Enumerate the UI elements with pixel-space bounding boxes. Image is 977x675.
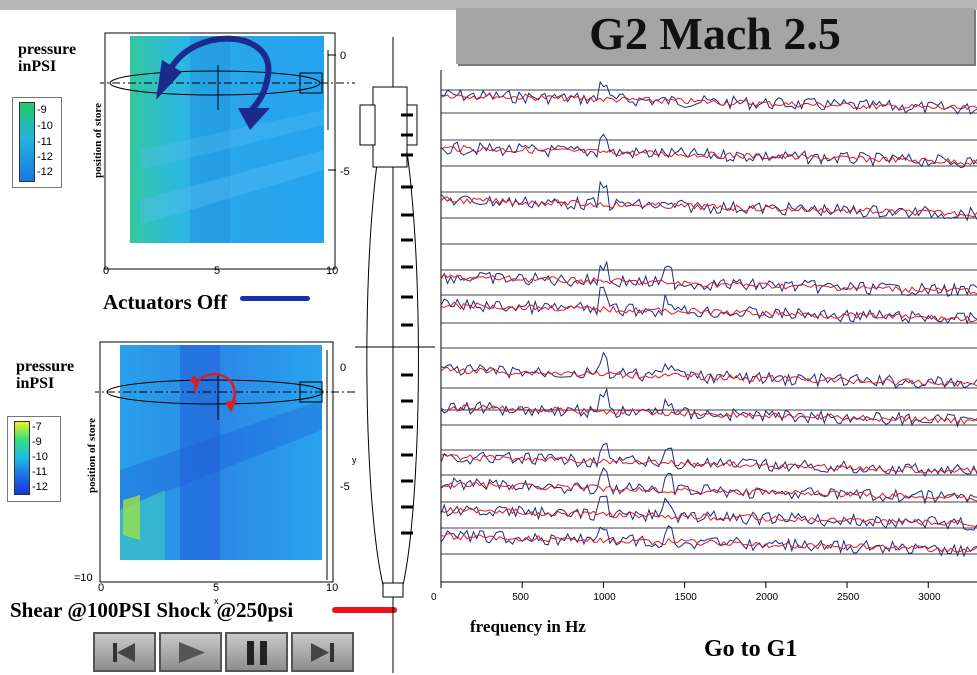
x-axis-label: frequency in Hz bbox=[470, 617, 586, 636]
rewind-icon bbox=[113, 643, 135, 662]
red-spectrum-trace bbox=[440, 196, 977, 218]
x-tick: 0 bbox=[103, 265, 110, 277]
y-tick: -5 bbox=[340, 481, 350, 493]
blue-spectrum-trace bbox=[440, 351, 977, 390]
blue-spectrum-trace bbox=[440, 260, 977, 297]
heatmap-hotspot bbox=[123, 495, 140, 540]
heatmap-streak bbox=[140, 110, 324, 170]
color-legend: -7 -9 -10 -11 -12 bbox=[7, 416, 61, 502]
pressure-label-line1: pressure bbox=[16, 358, 75, 375]
red-spectrum-trace bbox=[441, 453, 977, 474]
legend-tick: -12 bbox=[32, 481, 48, 493]
pressure-label-line1: pressure bbox=[18, 41, 77, 58]
color-legend: -9 -10 -11 -12 -12 bbox=[12, 97, 62, 188]
pressure-map-bottom bbox=[95, 341, 355, 583]
red-spectrum-trace bbox=[440, 506, 977, 528]
y-tick: 0 bbox=[340, 50, 347, 62]
legend-tick: -7 bbox=[32, 421, 42, 433]
legend-tick: -10 bbox=[37, 120, 53, 132]
x-tick: 5 bbox=[213, 582, 220, 594]
x-tick: 10 bbox=[326, 265, 339, 277]
blue-spectrum-trace bbox=[440, 387, 977, 428]
red-legend-line bbox=[332, 607, 397, 613]
blue-spectrum-trace bbox=[440, 286, 977, 325]
pause-button[interactable] bbox=[225, 632, 288, 672]
title-box bbox=[456, 8, 974, 64]
color-bar bbox=[14, 421, 30, 495]
go-to-g1-link[interactable]: Go to G1 bbox=[704, 636, 798, 662]
x-tick: 5 bbox=[214, 265, 221, 277]
pressure-label-line2: inPSI bbox=[18, 58, 57, 75]
arrow-head bbox=[156, 60, 182, 100]
x-tick: 10 bbox=[326, 582, 339, 594]
y-tick: 0 bbox=[340, 362, 347, 374]
axis-letter: x bbox=[214, 596, 219, 606]
arrow-head bbox=[238, 108, 270, 130]
red-spectrum-trace bbox=[440, 533, 977, 553]
pressure-label-line2: inPSI bbox=[16, 375, 55, 392]
rewind-button[interactable] bbox=[93, 632, 156, 672]
x-tick-label: 3000 bbox=[918, 592, 941, 603]
store-side-diagram bbox=[355, 37, 435, 673]
legend-tick: -11 bbox=[32, 466, 48, 478]
red-spectrum-trace bbox=[440, 273, 977, 295]
spectra-plot bbox=[440, 70, 977, 588]
y-tick: -5 bbox=[340, 166, 350, 178]
heatmap-streak bbox=[120, 400, 322, 510]
store-fin bbox=[359, 104, 376, 146]
legend-tick: -12 bbox=[37, 151, 53, 163]
x-tick-label: 2000 bbox=[755, 592, 779, 603]
caption-shear-shock: Shear @100PSI Shock @250psi bbox=[10, 598, 294, 622]
x-tick-label: 1000 bbox=[593, 592, 616, 603]
blue-spectrum-trace bbox=[440, 180, 977, 222]
play-icon bbox=[179, 642, 205, 663]
x-tick-label: 2500 bbox=[837, 592, 860, 603]
top-bar bbox=[0, 0, 977, 10]
heatmap-band bbox=[190, 36, 230, 243]
arrow-head bbox=[189, 375, 199, 388]
spectra-traces bbox=[440, 80, 977, 558]
baselines bbox=[441, 89, 977, 555]
blue-spectrum-trace bbox=[440, 80, 977, 115]
play-button[interactable] bbox=[159, 632, 222, 672]
skip-end-button[interactable] bbox=[291, 632, 354, 672]
plot-frame bbox=[104, 32, 336, 270]
x-tick-label: 1500 bbox=[674, 592, 697, 603]
legend-tick: -11 bbox=[37, 136, 53, 148]
red-spectrum-trace bbox=[440, 92, 977, 111]
pause-icon bbox=[247, 641, 267, 665]
legend-tick: -10 bbox=[32, 451, 48, 463]
red-spectrum-trace bbox=[440, 301, 977, 323]
pressure-label: pressure inPSI bbox=[18, 41, 76, 75]
axis-letter: y bbox=[352, 455, 357, 465]
blue-spectrum-trace bbox=[440, 525, 977, 558]
plot-frame bbox=[99, 341, 334, 583]
skip-end-icon bbox=[311, 643, 334, 662]
pressure-label: pressure inPSI bbox=[16, 358, 74, 392]
pressure-map-top bbox=[100, 32, 355, 270]
legend-tick: -12 bbox=[37, 166, 53, 178]
color-bar bbox=[19, 102, 35, 182]
red-spectrum-trace bbox=[440, 144, 977, 166]
page-title: G2 Mach 2.5 bbox=[589, 8, 841, 59]
x-tick-label: 500 bbox=[512, 592, 529, 603]
store-fin bbox=[406, 104, 418, 146]
heatmap-streak bbox=[140, 150, 324, 225]
x-tick-label: 0 bbox=[431, 592, 437, 603]
arrow-head bbox=[225, 400, 237, 412]
rotation-arrow bbox=[167, 35, 272, 114]
y-tick: =10 bbox=[74, 572, 93, 584]
red-spectrum-trace bbox=[440, 366, 977, 387]
legend-tick: -9 bbox=[32, 436, 42, 448]
blue-legend-line bbox=[240, 296, 310, 301]
red-spectrum-trace bbox=[440, 481, 977, 502]
x-ticks bbox=[440, 582, 929, 588]
sensor-marks bbox=[401, 113, 413, 535]
legend-tick: -9 bbox=[37, 104, 47, 116]
caption-actuators-off: Actuators Off bbox=[103, 290, 228, 314]
blue-spectrum-trace bbox=[440, 495, 977, 531]
x-tick: 0 bbox=[98, 582, 105, 594]
store-nose bbox=[382, 582, 404, 598]
red-spectrum-trace bbox=[440, 404, 977, 425]
